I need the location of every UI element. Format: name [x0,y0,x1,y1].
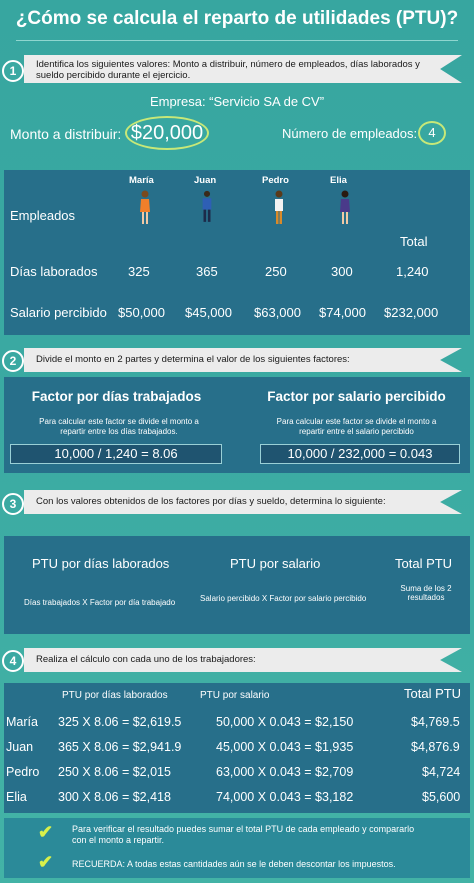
row-name: Juan [6,740,34,754]
step-2-number: 2 [2,350,24,372]
factor-salario-title: Factor por salario percibido [267,389,446,404]
row-salario: 63,000 X 0.043 = $2,709 [216,765,354,779]
row-name: Elia [6,790,27,804]
row-total: $4,876.9 [411,740,460,754]
row-dias: 300 X 8.06 = $2,418 [58,790,171,804]
salario-maria: $50,000 [118,305,165,320]
step-3-number: 3 [2,493,24,515]
page-title: ¿Cómo se calcula el reparto de utilidade… [15,8,459,29]
row-salario: 45,000 X 0.043 = $1,935 [216,740,354,754]
ptu-dias-desc: Días trabajados X Factor por día trabaja… [24,598,176,607]
monto-label: Monto a distribuir: [10,126,122,142]
factor-dias-formula: 10,000 / 1,240 = 8.06 [10,444,222,464]
employees-label: Número de empleados: [282,126,418,141]
employees-value: 4 [418,121,446,145]
ptu-dias-heading: PTU por días laborados [32,556,170,571]
row-dias: 250 X 8.06 = $2,015 [58,765,171,779]
notes-panel [4,818,470,878]
row-name: María [6,715,38,729]
row-dias: 365 X 8.06 = $2,941.9 [58,740,182,754]
row-dias: 325 X 8.06 = $2,619.5 [58,715,182,729]
step-3-banner: Con los valores obtenidos de los factore… [24,490,462,514]
total-label: Total [400,234,428,249]
employee-name-maria: María [129,175,154,186]
total-ptu-desc: Suma de los 2 resultados [400,584,452,602]
check-icon: ✔ [38,822,54,842]
dias-pedro: 250 [265,264,287,279]
employee-name-pedro: Pedro [262,175,289,186]
step-1-banner: Identifica los siguientes valores: Monto… [24,55,462,83]
note-verify: Para verificar el resultado puedes sumar… [72,824,415,845]
col-header-salario: PTU por salario [200,690,270,701]
row-salario: 74,000 X 0.043 = $3,182 [216,790,354,804]
row-name: Pedro [6,765,40,779]
employee-name-juan: Juan [194,175,217,186]
ptu-salario-desc: Salario percibido X Factor por salario p… [200,594,367,603]
step-4-number: 4 [2,650,24,672]
person-icon [140,190,150,224]
factor-salario-desc: Para calcular este factor se divide el m… [276,417,437,436]
row-total: $5,600 [422,790,461,804]
monto-value: $20,000 [125,116,209,150]
col-header-dias: PTU por días laborados [62,690,168,701]
row-label-empleados: Empleados [10,208,76,223]
row-salario: 50,000 X 0.043 = $2,150 [216,715,354,729]
factor-dias-desc: Para calcular este factor se divide el m… [39,417,199,436]
check-icon: ✔ [38,852,54,872]
company-name: Empresa: “Servicio SA de CV” [149,94,325,109]
dias-elia: 300 [331,264,353,279]
person-icon [275,190,283,224]
step-4-banner: Realiza el cálculo con cada uno de los t… [24,648,462,672]
salario-pedro: $63,000 [254,305,301,320]
row-label-salario: Salario percibido [10,305,107,320]
col-header-total: Total PTU [404,686,462,701]
dias-total: 1,240 [396,264,429,279]
note-remember: RECUERDA: A todas estas cantidades aún s… [72,859,396,869]
calculation-table: PTU por días laborados PTU por salario T… [4,683,470,813]
dias-maria: 325 [128,264,150,279]
row-total: $4,724 [422,765,461,779]
total-ptu-heading: Total PTU [395,556,453,571]
ptu-salario-heading: PTU por salario [230,556,321,571]
factor-salario-formula: 10,000 / 232,000 = 0.043 [260,444,460,464]
step-2-banner: Divide el monto en 2 partes y determina … [24,348,462,372]
factors-panel: Factor por días trabajados Para calcular… [4,377,470,473]
dias-juan: 365 [196,264,218,279]
row-total: $4,769.5 [411,715,460,729]
employee-name-elia: Elia [330,175,347,186]
salario-juan: $45,000 [185,305,232,320]
ptu-formulas-panel: PTU por días laborados Días trabajados X… [4,536,470,634]
employees-table: María Juan Pedro Elia Empleados Total Dí… [4,170,470,335]
salario-elia: $74,000 [319,305,366,320]
title-divider [16,40,458,41]
step-1-number: 1 [2,60,24,82]
salario-total: $232,000 [384,305,439,320]
person-icon [340,190,350,224]
person-icon [202,190,212,222]
row-label-dias: Días laborados [10,264,98,279]
factor-dias-title: Factor por días trabajados [31,389,202,404]
